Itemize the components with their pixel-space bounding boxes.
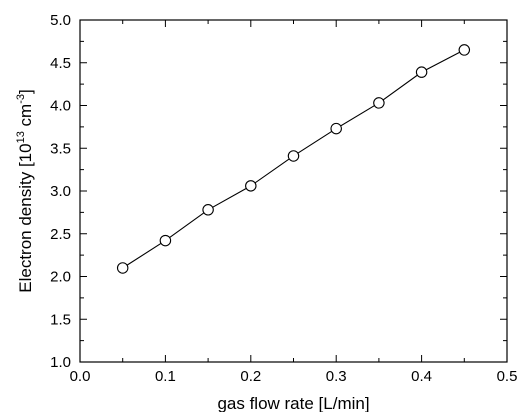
y-axis-title-exponent: 13	[15, 131, 27, 143]
y-tick-label: 5.0	[50, 12, 71, 29]
data-point	[116, 262, 129, 274]
y-tick-label: 2.0	[50, 269, 71, 286]
y-tick-label: 4.0	[50, 98, 71, 115]
data-point	[415, 66, 428, 78]
x-tick-label: 0.1	[155, 368, 176, 385]
x-tick-label: 0.3	[326, 368, 347, 385]
data-point	[373, 97, 385, 109]
data-point	[458, 44, 471, 56]
y-tick-label: 3.0	[50, 183, 71, 200]
y-tick-label: 1.5	[50, 311, 71, 328]
y-tick-label: 4.5	[50, 55, 71, 72]
data-point	[245, 180, 257, 192]
data-point	[330, 122, 342, 135]
y-tick-label: 3.5	[50, 140, 71, 157]
data-point	[287, 150, 300, 162]
x-tick-label: 0.0	[70, 368, 91, 385]
x-tick-label: 0.5	[497, 368, 518, 385]
x-axis-title: gas flow rate [L/min]	[217, 394, 369, 412]
y-axis-title-main: Electron density [10	[16, 143, 35, 292]
y-axis-title-unit-exponent: -3	[15, 94, 27, 104]
data-series	[116, 44, 471, 274]
data-point	[159, 234, 172, 247]
x-tick-label: 0.4	[411, 368, 432, 385]
y-tick-label: 2.5	[50, 226, 71, 243]
axes	[79, 19, 508, 363]
y-tick-label: 1.0	[50, 354, 71, 371]
x-tick-label: 0.2	[240, 368, 261, 385]
ticks: 0.0 0.1 0.2 0.3 0.4 0.5 1.0 1.5 2.0 2.5 3.0 3.5 4.0 4…	[50, 12, 517, 385]
y-axis-title: Electron density [1013 cm-3]	[15, 89, 35, 292]
plot-frame	[79, 19, 508, 363]
y-axis-title-unit: cm	[16, 104, 35, 131]
data-point	[202, 204, 214, 216]
y-axis-title-end: ]	[16, 89, 35, 94]
